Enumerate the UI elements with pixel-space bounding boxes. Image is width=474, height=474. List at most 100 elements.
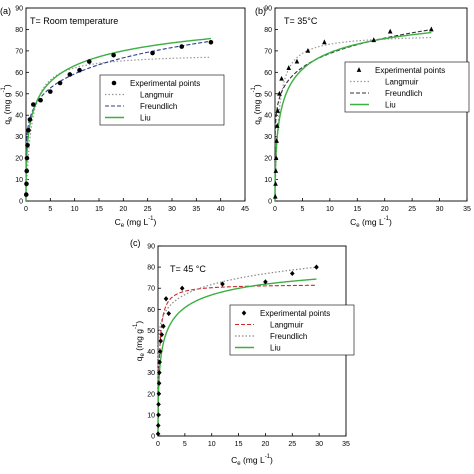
x-tick-label: 20 — [262, 441, 270, 448]
data-point — [25, 142, 30, 148]
y-tick-label: 80 — [264, 27, 272, 34]
legend-box — [229, 304, 355, 356]
legend-marker — [111, 80, 117, 86]
y-tick-label: 30 — [264, 134, 272, 141]
data-point — [208, 40, 214, 45]
legend-box — [99, 74, 225, 126]
data-point — [27, 117, 33, 122]
panel-a: 0 5 10 15 20 25 30 35 40 45 0 10 20 30 40 50 60 70 80 90 (a)… — [0, 6, 249, 230]
data-point — [48, 89, 53, 94]
data-point — [305, 47, 311, 53]
data-point — [263, 279, 268, 285]
data-point — [155, 422, 161, 429]
data-point — [166, 310, 172, 317]
series-liu-line — [157, 278, 317, 436]
x-axis-label: Ce (mg L-1) — [115, 216, 157, 229]
x-tick-label: 30 — [436, 206, 444, 213]
data-point — [155, 431, 161, 437]
x-tick-label: 35 — [192, 206, 200, 213]
x-axis-label-part: ) — [154, 217, 157, 227]
data-point — [157, 370, 162, 376]
data-point — [156, 380, 162, 386]
y-tick-label: 90 — [15, 6, 23, 13]
data-point — [24, 168, 30, 174]
y-axis-label: qe (mg g-1) — [251, 84, 264, 125]
series-freundlich-line — [274, 29, 432, 201]
data-point — [159, 332, 165, 338]
y-tick-label: 20 — [147, 391, 155, 398]
legend-label: Experimental points — [260, 309, 330, 318]
series-langmuir-line — [157, 284, 317, 436]
y-axis-label-part: ) — [134, 321, 144, 324]
y-tick-label: 30 — [15, 134, 23, 141]
legend-label: Langmuir — [140, 91, 174, 100]
x-tick-label: 45 — [241, 206, 249, 213]
x-tick-label: 35 — [463, 206, 471, 213]
data-point — [314, 264, 319, 270]
data-point — [158, 338, 163, 344]
x-axis-label-part: e — [237, 461, 241, 467]
legend-label: Freundlich — [270, 332, 307, 341]
x-axis-label-part: ) — [270, 455, 273, 465]
data-point — [150, 50, 155, 56]
y-tick-label: 80 — [147, 265, 155, 272]
data-point — [429, 26, 434, 32]
y-axis-label-part: (mg g — [134, 329, 144, 353]
data-point — [273, 168, 279, 173]
data-point — [111, 52, 116, 58]
data-point — [274, 123, 280, 128]
x-tick-label: 0 — [156, 441, 160, 448]
data-point — [289, 270, 295, 277]
data-point — [26, 127, 31, 133]
y-tick-label: 50 — [147, 328, 155, 335]
legend-label: Langmuir — [385, 78, 419, 87]
x-axis-label: Ce (mg L-1) — [231, 454, 273, 467]
y-tick-label: 10 — [264, 177, 272, 184]
data-point — [157, 348, 163, 355]
y-tick-label: 60 — [147, 307, 155, 314]
data-point — [23, 192, 29, 197]
y-tick-label: 20 — [264, 156, 272, 163]
legend-marker — [356, 67, 362, 72]
data-point — [24, 181, 29, 187]
data-point — [157, 359, 162, 365]
y-axis-label-part: e — [140, 352, 146, 356]
x-axis-label-part: e — [356, 223, 360, 229]
y-tick-label: 90 — [147, 244, 155, 251]
y-tick-label: 40 — [15, 113, 23, 120]
y-axis-label-part: q — [2, 120, 12, 125]
data-point — [294, 58, 300, 64]
x-axis-label-part: -1 — [384, 216, 390, 222]
x-tick-label: 0 — [24, 206, 28, 213]
legend-label: Langmuir — [270, 321, 304, 330]
x-tick-label: 20 — [119, 206, 127, 213]
series-langmuir-line — [274, 36, 432, 201]
x-tick-label: 5 — [48, 206, 52, 213]
y-tick-label: 40 — [147, 349, 155, 356]
y-axis-label-part: ) — [2, 84, 12, 87]
data-point — [161, 323, 166, 329]
data-point — [57, 80, 63, 86]
data-point — [277, 90, 282, 96]
x-axis-label-part: -1 — [265, 454, 271, 460]
x-axis-label-part: ) — [389, 217, 392, 227]
x-tick-label: 10 — [208, 441, 216, 448]
data-point — [86, 59, 92, 64]
y-axis-label-part: ) — [252, 84, 262, 87]
panel-label: (b) — [255, 6, 266, 16]
data-point — [220, 281, 225, 287]
data-point — [77, 67, 82, 73]
x-tick-label: 0 — [273, 206, 277, 213]
x-tick-label: 10 — [71, 206, 79, 213]
temperature-annotation: T= 35°C — [284, 16, 318, 26]
data-point — [322, 39, 327, 45]
y-tick-label: 70 — [147, 286, 155, 293]
x-tick-label: 35 — [342, 441, 350, 448]
y-tick-label: 30 — [147, 370, 155, 377]
legend-label: Freundlich — [385, 89, 422, 98]
x-axis-label: Ce (mg L-1) — [350, 216, 392, 229]
data-point — [24, 155, 30, 161]
y-axis-label-part: e — [8, 116, 14, 120]
y-tick-label: 90 — [264, 6, 272, 13]
x-axis-label-part: e — [121, 223, 125, 229]
